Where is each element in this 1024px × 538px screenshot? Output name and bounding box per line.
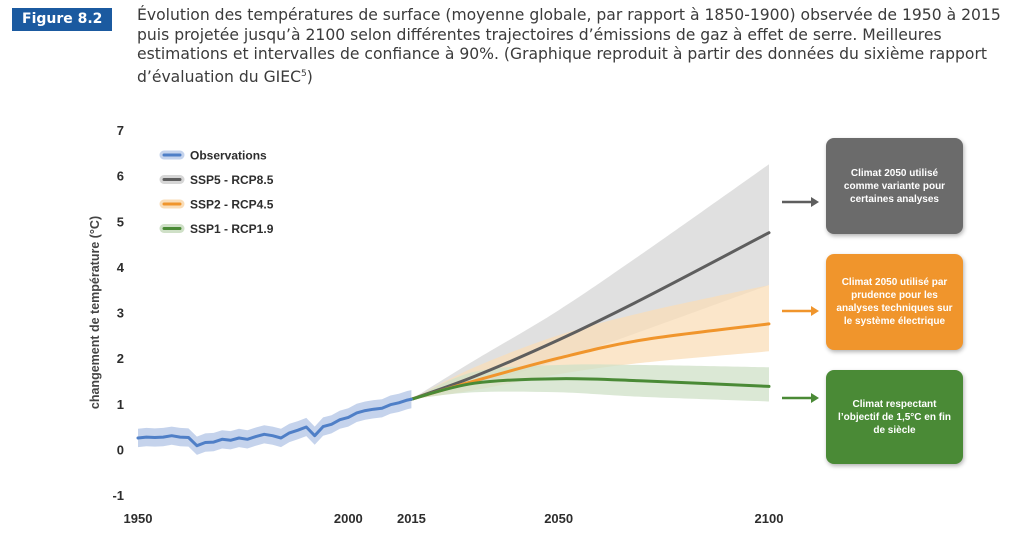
legend-label-observations: Observations: [190, 149, 267, 163]
figure-caption: Évolution des températures de surface (m…: [137, 6, 1007, 88]
callout-ssp1-text: Climat respectant l’objectif de 1,5°C en…: [838, 398, 951, 436]
band-observations: [138, 390, 412, 455]
y-tick-label: 2: [117, 351, 124, 366]
y-tick-label: 5: [117, 214, 124, 229]
caption-end: ): [306, 67, 313, 86]
series-line-observations: [136, 397, 413, 448]
callout-ssp2: Climat 2050 utilisé par prudence pour le…: [826, 254, 963, 350]
y-tick-label: -1: [112, 488, 124, 503]
caption-text: Évolution des températures de surface (m…: [137, 6, 1001, 86]
y-tick-label: 3: [117, 306, 124, 321]
figure-label: Figure 8.2: [12, 8, 113, 31]
callout-arrow-head-ssp1: [811, 393, 819, 403]
callout-ssp5: Climat 2050 utilisé comme variante pour …: [826, 138, 963, 234]
x-tick-label: 2000: [334, 511, 363, 526]
y-tick-label: 7: [117, 123, 124, 138]
y-tick-label: 6: [117, 169, 124, 184]
y-tick-label: 4: [117, 260, 125, 275]
series-line-ssp1: [409, 377, 771, 401]
callout-arrow-head-ssp5: [811, 197, 819, 207]
legend-label-ssp1: SSP1 - RCP1.9: [190, 222, 274, 236]
x-tick-label: 2100: [755, 511, 784, 526]
callout-ssp5-text: Climat 2050 utilisé comme variante pour …: [843, 167, 946, 205]
legend-label-ssp5: SSP5 - RCP8.5: [190, 173, 274, 187]
callout-arrow-head-ssp2: [811, 306, 819, 316]
y-tick-label: 0: [117, 442, 124, 457]
x-tick-label: 1950: [124, 511, 153, 526]
callout-ssp2-text: Climat 2050 utilisé par prudence pour le…: [836, 277, 953, 327]
series-line-ssp5: [409, 231, 771, 401]
x-tick-label: 2015: [397, 511, 426, 526]
band-ssp5: [411, 164, 769, 400]
legend-label-ssp2: SSP2 - RCP4.5: [190, 198, 274, 212]
callout-ssp1: Climat respectant l’objectif de 1,5°C en…: [826, 370, 963, 464]
x-tick-label: 2050: [544, 511, 573, 526]
y-tick-label: 1: [117, 397, 124, 412]
caption-footnote: 5: [301, 68, 307, 79]
y-axis-label: changement de température (°C): [88, 216, 102, 409]
